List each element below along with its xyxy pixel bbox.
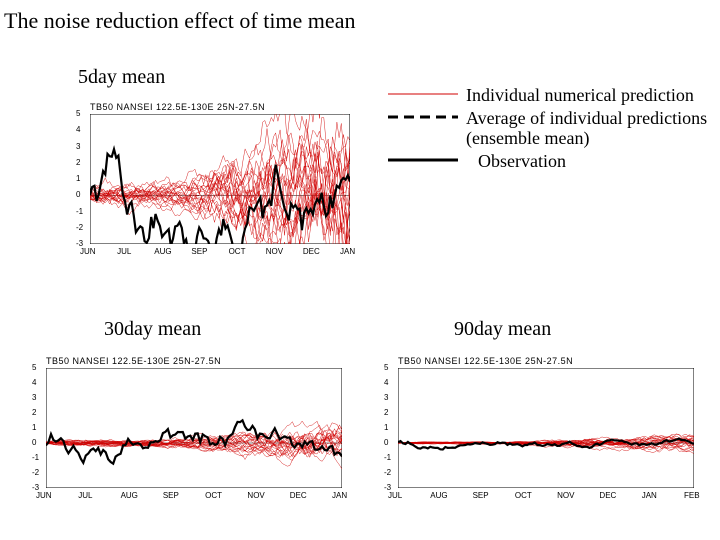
panel-title: 30day mean: [104, 318, 201, 341]
y-tick: -1: [32, 453, 39, 462]
x-tick: SEP: [191, 247, 207, 256]
x-tick: OCT: [515, 491, 532, 500]
legend-swatch-ensemble: [386, 108, 460, 126]
x-tick: JUL: [78, 491, 92, 500]
y-tick: -1: [76, 207, 83, 216]
x-tick: SEP: [473, 491, 489, 500]
y-tick: 1: [32, 423, 36, 432]
x-tick: JUL: [117, 247, 131, 256]
x-tick: JAN: [332, 491, 347, 500]
chart-caption: TB50 NANSEI 122.5E-130E 25N-27.5N: [90, 102, 265, 112]
x-tick: JAN: [642, 491, 657, 500]
x-tick: JUL: [388, 491, 402, 500]
x-tick: JUN: [80, 247, 96, 256]
chart-caption: TB50 NANSEI 122.5E-130E 25N-27.5N: [398, 356, 573, 366]
y-tick: 1: [76, 174, 80, 183]
y-tick: 5: [76, 109, 80, 118]
panel-title: 90day mean: [454, 318, 551, 341]
y-tick: 5: [32, 363, 36, 372]
y-tick: 0: [384, 438, 388, 447]
x-tick: DEC: [290, 491, 307, 500]
chart-5day-mean: [90, 114, 350, 244]
x-tick: NOV: [266, 247, 283, 256]
y-tick: 5: [384, 363, 388, 372]
x-tick: OCT: [229, 247, 246, 256]
x-tick: AUG: [430, 491, 447, 500]
y-tick: 4: [384, 378, 388, 387]
y-tick: -2: [384, 468, 391, 477]
y-tick: 3: [384, 393, 388, 402]
y-tick: 3: [76, 142, 80, 151]
y-tick: 2: [76, 158, 80, 167]
y-tick: 4: [76, 125, 80, 134]
panel-title: 5day mean: [78, 66, 165, 89]
x-tick: FEB: [684, 491, 700, 500]
x-tick: DEC: [303, 247, 320, 256]
x-tick: DEC: [599, 491, 616, 500]
y-tick: 2: [384, 408, 388, 417]
legend-label: Individual numerical prediction: [466, 85, 694, 106]
chart-90day-mean: [398, 368, 694, 488]
x-tick: OCT: [205, 491, 222, 500]
legend-swatch-individual: [386, 85, 460, 103]
y-tick: 2: [32, 408, 36, 417]
y-tick: 0: [32, 438, 36, 447]
legend-label: Observation: [466, 151, 566, 172]
page-title: The noise reduction effect of time mean: [4, 8, 355, 34]
y-tick: -2: [76, 223, 83, 232]
y-tick: -1: [384, 453, 391, 462]
x-tick: JAN: [340, 247, 355, 256]
chart-caption: TB50 NANSEI 122.5E-130E 25N-27.5N: [46, 356, 221, 366]
chart-30day-mean: [46, 368, 342, 488]
x-tick: AUG: [154, 247, 171, 256]
y-tick: 1: [384, 423, 388, 432]
x-tick: JUN: [36, 491, 52, 500]
y-tick: 4: [32, 378, 36, 387]
x-tick: NOV: [557, 491, 574, 500]
legend-swatch-observation: [386, 151, 460, 169]
legend-item: Average of individual predictions (ensem…: [386, 108, 716, 149]
y-tick: 0: [76, 190, 80, 199]
y-tick: 3: [32, 393, 36, 402]
y-tick: -2: [32, 468, 39, 477]
x-tick: AUG: [121, 491, 138, 500]
x-tick: SEP: [163, 491, 179, 500]
legend: Individual numerical prediction Average …: [386, 85, 716, 174]
legend-item: Individual numerical prediction: [386, 85, 716, 106]
legend-item: Observation: [386, 151, 716, 172]
x-tick: NOV: [247, 491, 264, 500]
legend-label: Average of individual predictions (ensem…: [466, 108, 716, 149]
